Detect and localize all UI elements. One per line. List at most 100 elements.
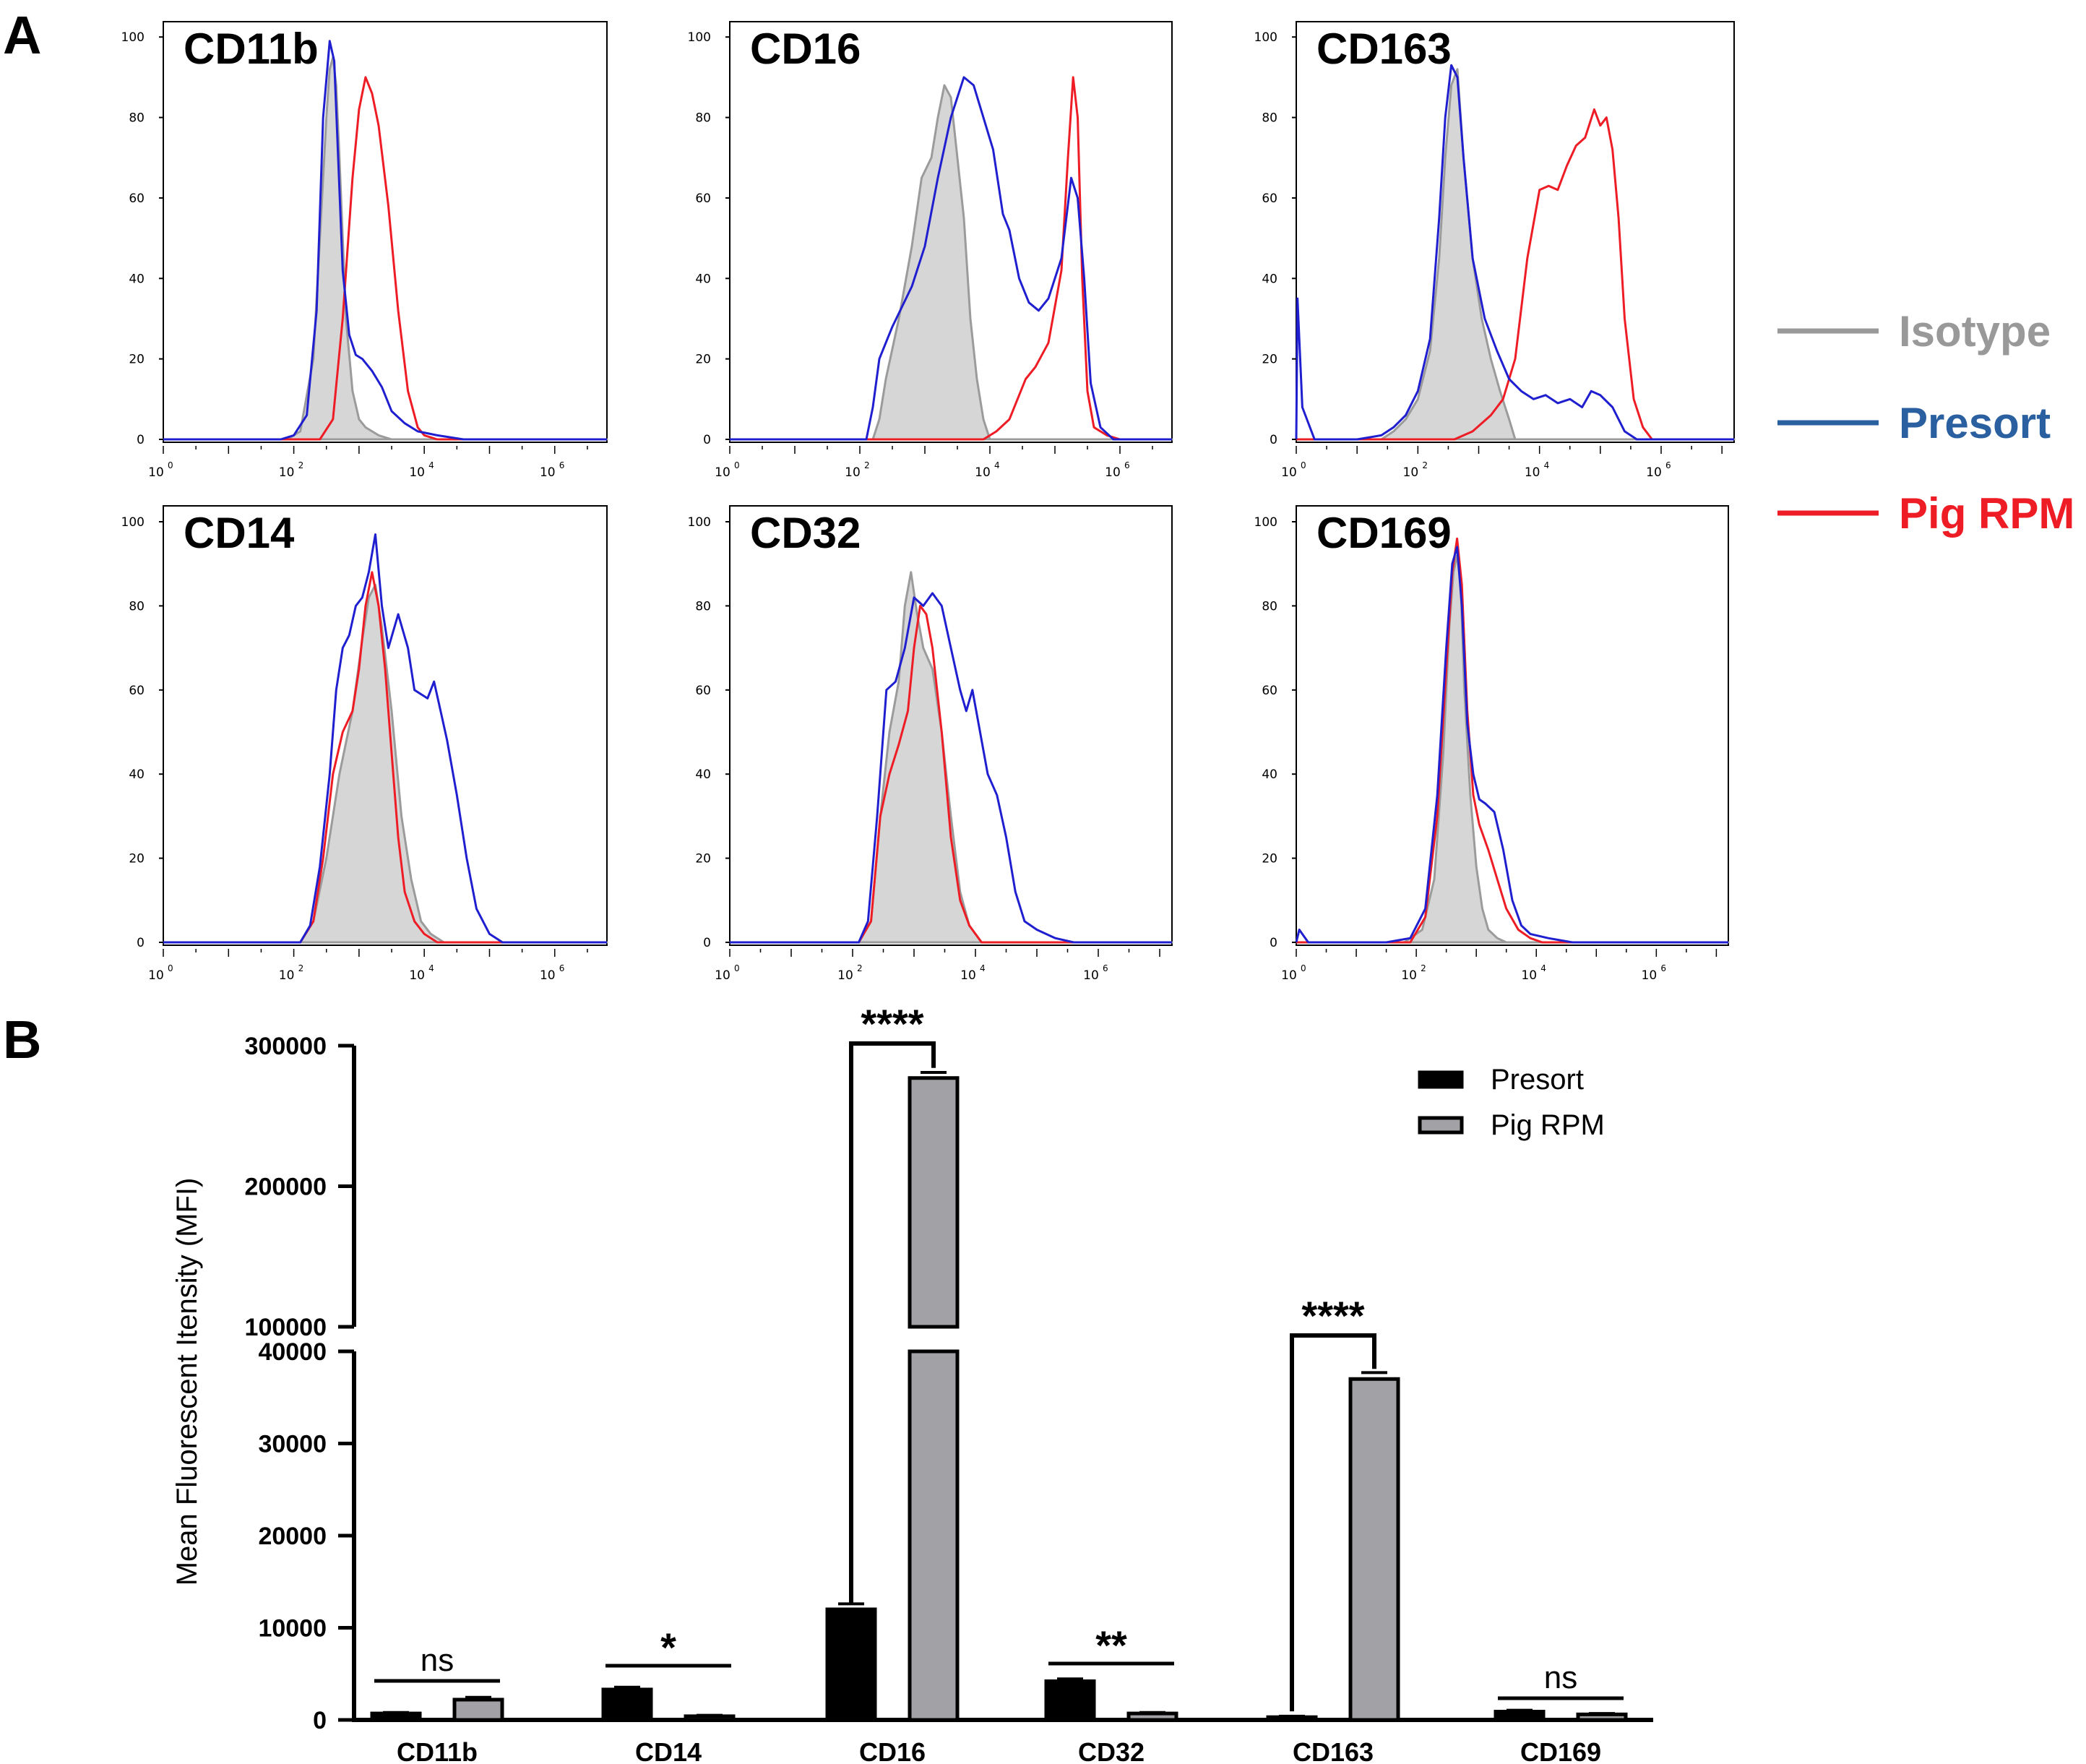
x-tick-label: 10 4 — [1525, 460, 1549, 480]
y-tick-label: 20000 — [258, 1523, 327, 1550]
category-label: CD14 — [635, 1737, 702, 1764]
x-tick-base: 10 — [540, 465, 556, 480]
category-label: CD163 — [1293, 1737, 1374, 1764]
bar-pig-rpm — [684, 1714, 736, 1722]
significance-label: **** — [861, 1001, 923, 1046]
bar-presort — [825, 1607, 877, 1722]
x-tick-label: 10 6 — [540, 963, 564, 983]
series-presort — [1295, 64, 1734, 441]
x-tick-base: 10 — [409, 968, 425, 983]
x-tick-exponent: 2 — [1422, 460, 1428, 470]
series-pig-rpm — [730, 604, 1172, 944]
x-tick-label: 10 2 — [279, 460, 303, 480]
panel-label-a: A — [3, 5, 41, 65]
series-presort — [730, 76, 1172, 441]
x-tick-label: 10 0 — [1281, 963, 1306, 983]
series-presort — [1295, 546, 1728, 944]
bar-group-cd32: CD32 ** — [1044, 1622, 1178, 1764]
bar-pig-rpm-lower-segment — [908, 1349, 960, 1722]
y-tick-label: 40 — [129, 272, 145, 286]
bar-group-cd16: CD16 **** — [825, 1001, 960, 1764]
bar-presort — [370, 1711, 422, 1722]
x-tick-label: 10 2 — [279, 963, 303, 983]
x-tick-base: 10 — [540, 968, 556, 983]
x-tick-base: 10 — [1525, 465, 1540, 480]
y-tick-label: 20 — [695, 353, 711, 367]
legend-label: Pig RPM — [1899, 489, 2074, 538]
x-tick-exponent: 0 — [168, 460, 173, 470]
x-tick-exponent: 4 — [980, 963, 986, 973]
x-tick-base: 10 — [837, 968, 853, 983]
x-tick-base: 10 — [148, 465, 164, 480]
y-tick-label: 100 — [1254, 515, 1277, 530]
y-tick-label: 20 — [129, 353, 145, 367]
significance-label: * — [660, 1625, 676, 1670]
series-isotype — [728, 84, 1173, 441]
y-tick-label: 40 — [1262, 767, 1277, 782]
histogram-title: CD14 — [184, 509, 295, 557]
bar-legend-swatch — [1418, 1070, 1464, 1089]
significance-label: ns — [1544, 1660, 1577, 1695]
y-tick-label: 10000 — [258, 1615, 327, 1643]
plot-frame — [163, 21, 608, 443]
bar-pig-rpm — [1348, 1377, 1400, 1722]
x-tick-exponent: 4 — [1544, 460, 1550, 470]
y-tick-label: 100 — [688, 515, 711, 530]
x-tick-base: 10 — [148, 968, 164, 983]
bar-group-cd169: CD169 ns — [1494, 1660, 1628, 1764]
x-tick-label: 10 6 — [1083, 963, 1108, 983]
y-tick-label: 100 — [121, 515, 145, 530]
legend-item-pig-rpm: Pig RPM — [1777, 489, 2074, 538]
legend-item-isotype: Isotype — [1777, 307, 2051, 356]
x-tick-exponent: 0 — [734, 460, 740, 470]
histogram-legend: Isotype Presort Pig RPM — [1777, 307, 2074, 538]
x-tick-label: 10 2 — [1403, 460, 1428, 480]
significance-label: ns — [421, 1643, 454, 1678]
y-tick-label: 300000 — [245, 1033, 327, 1060]
y-tick-label: 80 — [695, 111, 711, 126]
significance-bracket — [1290, 1333, 1376, 1712]
bar-legend-label: Pig RPM — [1491, 1109, 1605, 1141]
y-tick-label: 60 — [129, 192, 145, 206]
series-presort — [163, 533, 607, 944]
histogram-title: CD163 — [1316, 25, 1452, 73]
y-tick-label: 0 — [1270, 936, 1277, 950]
x-tick-exponent: 4 — [428, 963, 434, 973]
y-tick-label: 100 — [121, 30, 145, 45]
plot-frame — [1296, 21, 1735, 443]
y-tick-label: 20 — [695, 852, 711, 866]
x-tick-base: 10 — [279, 968, 295, 983]
y-tick-label: 80 — [129, 111, 145, 126]
histogram-title: CD32 — [750, 509, 861, 557]
category-label: CD11b — [397, 1737, 478, 1764]
x-tick-exponent: 2 — [1421, 963, 1426, 973]
x-tick-base: 10 — [279, 465, 295, 480]
x-tick-label: 10 4 — [975, 460, 999, 480]
x-tick-exponent: 6 — [1660, 963, 1666, 973]
y-tick-label: 200000 — [245, 1174, 327, 1201]
x-tick-base: 10 — [975, 465, 991, 480]
bar-group-cd163: CD163 **** — [1266, 1293, 1400, 1764]
y-tick-label: 0 — [703, 433, 711, 447]
x-tick-label: 10 6 — [540, 460, 564, 480]
x-tick-exponent: 4 — [994, 460, 1000, 470]
x-tick-label: 10 4 — [960, 963, 985, 983]
bar-pig-rpm — [452, 1698, 504, 1722]
bar-pig-rpm — [908, 1076, 960, 1329]
significance-label: ** — [1095, 1622, 1127, 1668]
series-pig-rpm — [730, 76, 1172, 441]
series-isotype — [1295, 68, 1736, 441]
category-label: CD169 — [1520, 1737, 1601, 1764]
panel-label-b: B — [3, 1010, 41, 1070]
series-presort — [730, 592, 1172, 944]
x-tick-base: 10 — [1083, 968, 1099, 983]
x-tick-label: 10 2 — [1401, 963, 1426, 983]
x-tick-base: 10 — [715, 465, 730, 480]
x-tick-base: 10 — [1642, 968, 1658, 983]
bar-presort — [601, 1687, 653, 1722]
x-tick-label: 10 2 — [845, 460, 869, 480]
y-tick-label: 60 — [695, 684, 711, 698]
